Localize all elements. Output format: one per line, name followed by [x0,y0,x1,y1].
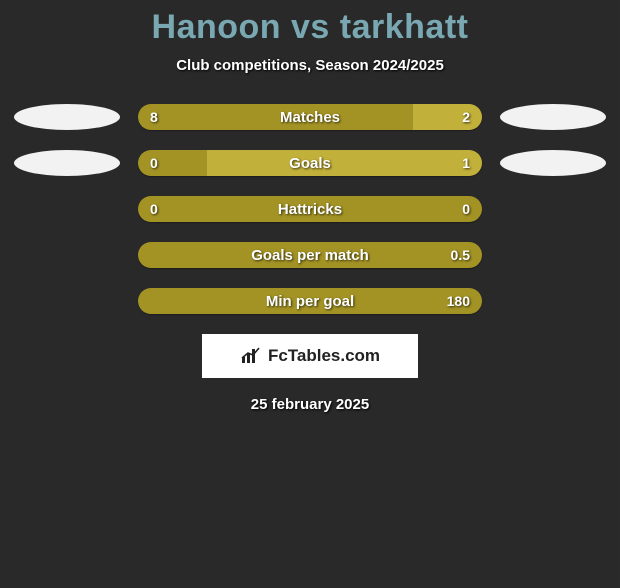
right-ellipse [500,288,606,314]
page-title: Hanoon vs tarkhatt [0,8,620,47]
stat-bar: 180Min per goal [138,288,482,314]
left-ellipse [14,242,120,268]
brand-text: FcTables.com [268,346,380,366]
right-ellipse [500,150,606,176]
left-ellipse [14,288,120,314]
stat-label: Matches [138,104,482,130]
subtitle: Club competitions, Season 2024/2025 [0,57,620,74]
stat-rows: 82Matches 01Goals 00Hattricks 0.5Goals per … [0,104,620,314]
stat-bar: 0.5Goals per match [138,242,482,268]
stat-row: 01Goals [0,150,620,176]
left-ellipse [14,196,120,222]
stat-bar: 01Goals [138,150,482,176]
stat-row: 82Matches [0,104,620,130]
stat-row: 0.5Goals per match [0,242,620,268]
left-ellipse [14,150,120,176]
date-text: 25 february 2025 [0,396,620,413]
right-ellipse [500,104,606,130]
stat-label: Goals [138,150,482,176]
stat-label: Hattricks [138,196,482,222]
stat-label: Goals per match [138,242,482,268]
right-ellipse [500,196,606,222]
right-ellipse [500,242,606,268]
left-ellipse [14,104,120,130]
stat-bar: 82Matches [138,104,482,130]
footer: FcTables.com 25 february 2025 [0,334,620,413]
stat-row: 180Min per goal [0,288,620,314]
stat-label: Min per goal [138,288,482,314]
stat-bar: 00Hattricks [138,196,482,222]
stat-row: 00Hattricks [0,196,620,222]
chart-icon [240,347,262,365]
brand-box: FcTables.com [202,334,418,378]
